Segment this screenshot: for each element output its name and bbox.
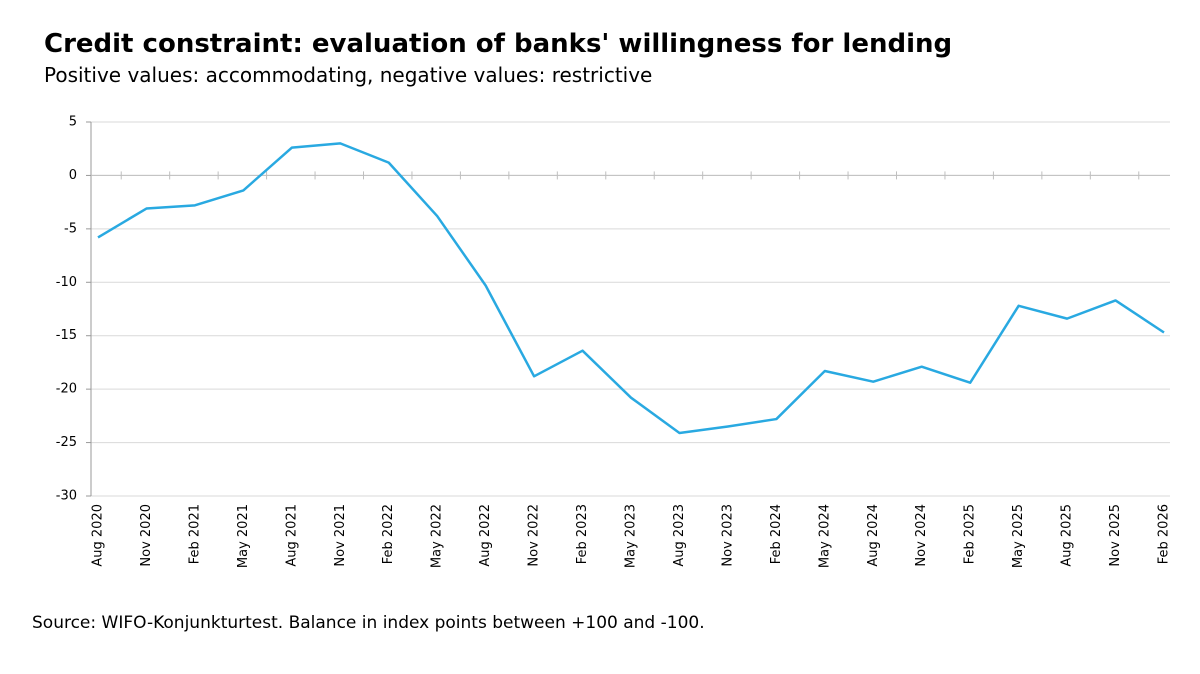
x-tick-label: Aug 2025 [1060, 504, 1075, 567]
x-tick-label: Nov 2023 [720, 504, 735, 567]
x-tick-label: May 2025 [1011, 504, 1026, 568]
x-tick-label: Aug 2020 [91, 504, 106, 567]
x-tick-label: Feb 2024 [769, 504, 784, 564]
y-tick-label: -20 [56, 382, 77, 397]
x-tick-label: May 2023 [624, 504, 639, 568]
y-tick-label: 0 [69, 168, 77, 183]
x-tick-label: Feb 2026 [1157, 504, 1172, 564]
x-tick-label: Aug 2021 [284, 504, 299, 567]
y-tick-label: -25 [56, 435, 77, 450]
x-tick-label: May 2024 [817, 504, 832, 568]
x-tick-label: Aug 2023 [672, 504, 687, 567]
data-line [97, 142, 1165, 435]
x-tick-label: Aug 2024 [866, 504, 881, 567]
x-tick-label: Feb 2023 [575, 504, 590, 564]
x-tick-label: Aug 2022 [478, 504, 493, 567]
y-tick-label: -30 [56, 489, 77, 504]
x-tick-label: Nov 2025 [1108, 504, 1123, 567]
x-tick-label: Nov 2020 [139, 504, 154, 567]
x-tick-label: Feb 2022 [381, 504, 396, 564]
x-tick-label: May 2021 [236, 504, 251, 568]
y-tick-label: -15 [56, 328, 77, 343]
y-tick-label: 5 [69, 115, 77, 130]
chart-title: Credit constraint: evaluation of banks' … [44, 29, 952, 59]
x-tick-label: Feb 2025 [963, 504, 978, 564]
x-tick-label: May 2022 [430, 504, 445, 568]
x-tick-label: Nov 2024 [914, 504, 929, 567]
chart-subtitle: Positive values: accommodating, negative… [44, 63, 652, 87]
y-tick-label: -10 [56, 275, 77, 290]
x-tick-label: Feb 2021 [187, 504, 202, 564]
x-tick-label: Nov 2022 [527, 504, 542, 567]
x-tick-label: Nov 2021 [333, 504, 348, 567]
source-note: Source: WIFO-Konjunkturtest. Balance in … [32, 613, 705, 633]
y-tick-label: -5 [64, 221, 77, 236]
